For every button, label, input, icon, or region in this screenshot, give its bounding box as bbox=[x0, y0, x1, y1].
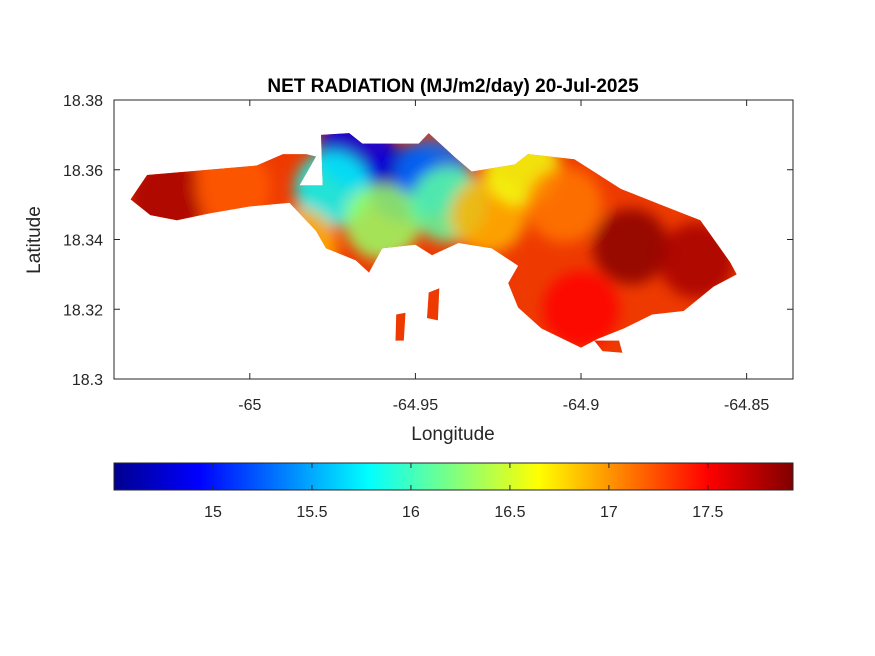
x-tick-label: -64.9 bbox=[563, 397, 600, 414]
colorbar-tick-label: 16 bbox=[402, 504, 420, 521]
x-tick-label: -65 bbox=[238, 397, 261, 414]
y-tick-label: 18.38 bbox=[63, 93, 103, 110]
colorbar-tick-label: 16.5 bbox=[494, 504, 525, 521]
x-tick-label: -64.95 bbox=[393, 397, 438, 414]
colorbar bbox=[113, 462, 794, 491]
y-axis-ticks: 18.3 18.32 18.34 18.36 18.38 bbox=[63, 93, 793, 389]
colorbar-tick-label: 15.5 bbox=[296, 504, 327, 521]
field-hotspot bbox=[592, 208, 669, 285]
field-hotspot bbox=[543, 271, 620, 348]
field-hotspot bbox=[526, 166, 603, 243]
x-axis-ticks: -65 -64.95 -64.9 -64.85 bbox=[238, 100, 769, 414]
y-tick-label: 18.3 bbox=[72, 372, 103, 389]
colorbar-ticks: 15 15.5 16 16.5 17 17.5 bbox=[204, 463, 724, 521]
field-hotspot bbox=[344, 184, 421, 261]
y-tick-label: 18.36 bbox=[63, 163, 103, 180]
y-axis-label: Latitude bbox=[24, 206, 45, 274]
y-tick-label: 18.34 bbox=[63, 233, 103, 250]
colorbar-tick-label: 17 bbox=[600, 504, 618, 521]
y-tick-label: 18.32 bbox=[63, 302, 103, 319]
x-axis-label: Longitude bbox=[411, 424, 494, 445]
colorbar-tick-label: 17.5 bbox=[692, 504, 723, 521]
chart-title: NET RADIATION (MJ/m2/day) 20-Jul-2025 bbox=[267, 76, 639, 97]
x-tick-label: -64.85 bbox=[724, 397, 769, 414]
colorbar-tick-label: 15 bbox=[204, 504, 222, 521]
